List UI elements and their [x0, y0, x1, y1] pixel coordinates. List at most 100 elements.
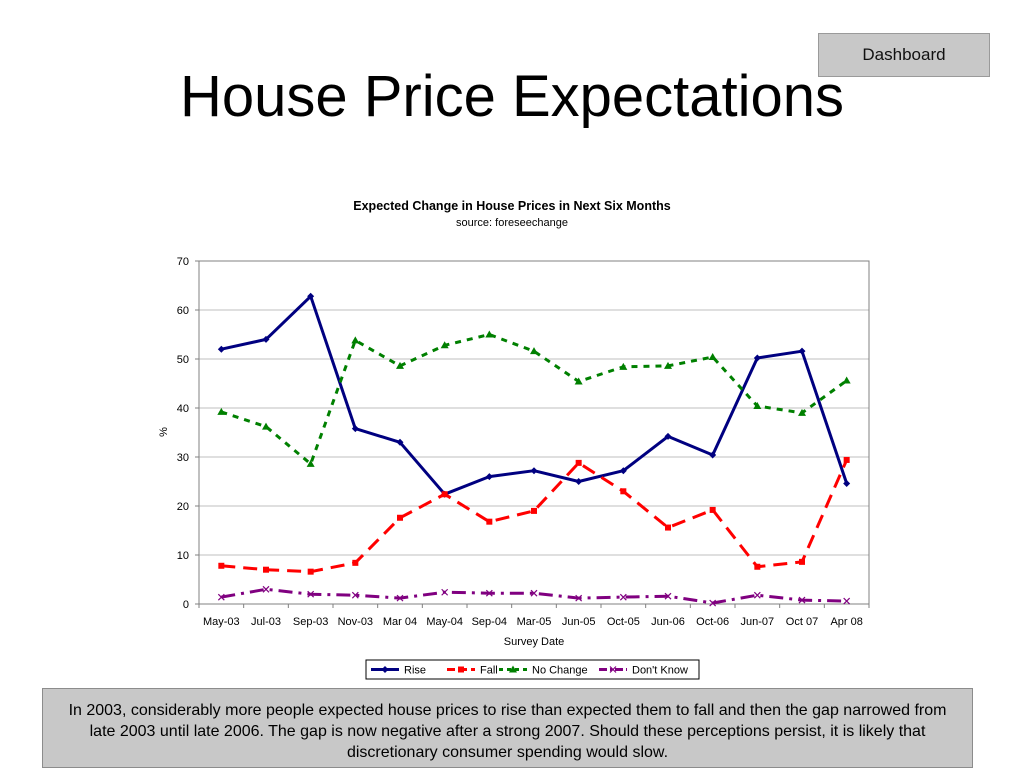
data-point-don-t-know — [217, 593, 225, 601]
data-point-don-t-know — [530, 589, 538, 597]
legend-item-don-t-know: Don't Know — [599, 665, 688, 677]
data-point-don-t-know — [709, 599, 717, 607]
data-point-rise — [530, 467, 538, 475]
legend-label-don-t-know: Don't Know — [632, 665, 688, 677]
data-point-don-t-know — [441, 588, 449, 596]
series-rise — [217, 292, 851, 498]
data-point-no-change — [440, 341, 449, 349]
legend-item-fall: Fall — [447, 665, 498, 677]
page-title: House Price Expectations — [179, 64, 845, 129]
series-fall — [218, 456, 850, 575]
data-point-fall — [307, 568, 314, 575]
data-point-rise — [709, 451, 717, 459]
plot-area-border — [198, 260, 870, 605]
data-point-rise — [485, 473, 493, 481]
x-tick-label: Oct 07 — [786, 616, 818, 628]
data-point-don-t-know — [575, 594, 583, 602]
data-point-no-change — [842, 376, 851, 384]
data-point-no-change — [485, 330, 494, 338]
data-point-no-change — [396, 361, 404, 369]
data-point-no-change — [530, 347, 538, 355]
data-point-rise — [619, 467, 627, 475]
y-axis-ticks: 0 10 20 30 40 50 60 70 — [177, 256, 199, 611]
y-tick-label: 30 — [177, 452, 189, 464]
data-point-fall — [263, 566, 269, 573]
data-point-rise — [753, 354, 761, 362]
legend-item-no-change: No Change — [499, 665, 588, 677]
line-chart: Expected Change in House Prices in Next … — [158, 199, 870, 680]
data-point-no-change — [306, 459, 315, 467]
data-point-fall — [352, 559, 359, 566]
data-point-don-t-know — [485, 589, 493, 597]
x-axis-label: Survey Date — [504, 636, 565, 648]
legend-label-fall: Fall — [480, 665, 498, 677]
data-point-no-change — [217, 407, 226, 415]
series-lines — [217, 292, 851, 607]
x-tick-label: Jun-06 — [651, 616, 685, 628]
data-point-don-t-know — [262, 585, 270, 593]
data-point-rise — [307, 292, 315, 300]
x-axis-ticks: May-03 Jul-03 Sep-03 Nov-03 Mar 04 May-04 Sep-… — [198, 604, 870, 628]
data-point-don-t-know — [664, 592, 672, 600]
data-point-fall — [620, 488, 627, 495]
legend: Rise Fall No Change Don't Know — [371, 665, 688, 677]
x-tick-label: Jul-03 — [251, 616, 281, 628]
x-tick-label: Nov-03 — [338, 616, 373, 628]
data-point-fall — [799, 558, 805, 565]
x-tick-label: Jun-07 — [741, 616, 775, 628]
legend-marker-don-t-know — [609, 666, 617, 673]
data-point-fall — [218, 562, 225, 569]
data-point-fall — [754, 563, 761, 570]
x-tick-label: Apr 08 — [830, 616, 862, 628]
data-point-no-change — [664, 361, 672, 369]
series-line-fall — [221, 459, 849, 574]
data-point-no-change — [708, 353, 717, 361]
data-point-rise — [396, 438, 404, 446]
x-tick-label: Sep-03 — [293, 616, 328, 628]
gridlines — [199, 309, 869, 556]
data-point-rise — [664, 432, 672, 440]
x-tick-label: Mar-05 — [517, 616, 552, 628]
data-point-fall — [709, 506, 716, 513]
data-point-no-change — [574, 377, 583, 385]
data-point-no-change — [619, 362, 628, 370]
data-point-rise — [575, 478, 583, 485]
x-tick-label: Sep-04 — [472, 616, 507, 628]
data-point-don-t-know — [307, 590, 315, 598]
data-point-don-t-know — [351, 591, 359, 599]
series-line-don-t-know — [221, 587, 847, 605]
chart-title: Expected Change in House Prices in Next … — [353, 199, 670, 213]
y-tick-label: 10 — [177, 550, 189, 562]
y-tick-label: 20 — [177, 501, 189, 513]
data-point-rise — [217, 345, 225, 353]
data-point-fall — [575, 459, 582, 466]
x-tick-label: Oct-06 — [696, 616, 729, 628]
x-tick-label: Oct-05 — [607, 616, 640, 628]
data-point-rise — [843, 479, 851, 487]
chart-subtitle: source: foreseechange — [456, 217, 568, 229]
data-point-no-change — [351, 336, 360, 344]
data-point-fall — [665, 524, 671, 531]
legend-marker-no-change — [509, 665, 517, 673]
legend-item-rise: Rise — [371, 665, 426, 677]
series-don-t-know — [217, 585, 851, 607]
legend-label-rise: Rise — [404, 665, 426, 677]
series-no-change — [217, 330, 851, 467]
dashboard-button[interactable]: Dashboard — [818, 33, 990, 77]
data-point-don-t-know — [396, 594, 404, 602]
data-point-fall — [441, 491, 448, 498]
legend-marker-rise — [381, 666, 389, 673]
data-point-rise — [351, 425, 359, 433]
y-tick-label: 50 — [177, 354, 189, 366]
series-line-rise — [220, 294, 849, 496]
x-tick-label: May-04 — [426, 616, 463, 628]
data-point-fall — [486, 518, 493, 525]
data-point-don-t-know — [753, 591, 761, 599]
y-tick-label: 40 — [177, 403, 189, 415]
y-tick-label: 60 — [177, 305, 189, 317]
x-tick-label: May-03 — [203, 616, 240, 628]
data-point-no-change — [753, 402, 762, 410]
data-point-don-t-know — [619, 593, 627, 601]
y-axis-label: % — [158, 427, 170, 437]
legend-marker-fall — [458, 666, 464, 673]
